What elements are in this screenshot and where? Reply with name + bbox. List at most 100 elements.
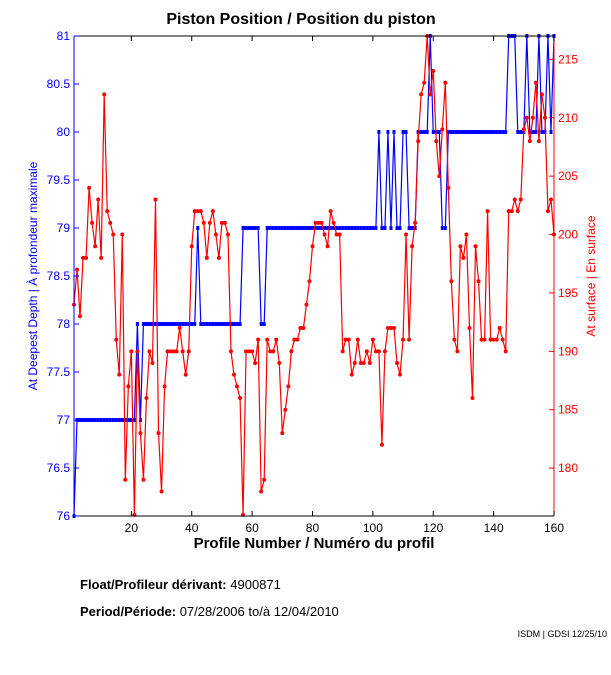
data-point [503,349,508,354]
data-point [545,209,550,214]
data-point [232,372,236,377]
data-point [256,226,260,230]
data-point [374,226,378,230]
period-start: 07/28/2006 [179,604,245,619]
period-label: Period/Période: [80,604,177,619]
data-point [528,130,532,134]
x-tick-label: 120 [423,521,443,535]
data-point [183,372,188,377]
data-point [542,115,547,120]
data-point [346,337,351,342]
data-point [198,209,203,214]
series-deepest-depth [72,34,556,518]
data-point [352,361,357,366]
data-point [84,255,89,260]
data-point [449,130,453,134]
data-point [337,232,342,237]
float-info: Float/Profileur dérivant: 4900871 [80,577,281,592]
data-point [338,226,342,230]
data-point [386,130,390,134]
data-point [401,337,406,342]
data-point [184,322,188,326]
data-point [500,337,505,342]
data-point [201,220,206,225]
data-point [329,226,333,230]
data-point [470,130,474,134]
data-point [180,349,185,354]
data-point [277,226,281,230]
data-point [259,489,264,494]
data-point [265,337,270,342]
data-point [313,220,318,225]
data-point [225,232,230,237]
x-tick-label: 60 [245,521,259,535]
data-point [320,226,324,230]
data-point [319,220,324,225]
data-point [214,322,218,326]
data-point [497,325,502,330]
data-point [376,349,381,354]
data-point [440,226,444,230]
right-y-tick-label: 210 [558,111,578,125]
data-point [407,226,411,230]
data-point [350,226,354,230]
data-point [99,255,104,260]
data-point [205,322,209,326]
left-y-tick-label: 77 [57,413,71,427]
data-point [295,337,300,342]
data-point [488,337,493,342]
data-point [455,349,460,354]
data-point [512,197,517,202]
data-point [204,255,209,260]
data-point [187,322,191,326]
data-point [492,130,496,134]
data-point [479,337,484,342]
data-point [474,130,478,134]
data-point [81,255,86,260]
data-point [477,130,481,134]
data-point [108,418,112,422]
data-point [90,220,95,225]
data-point [280,431,285,436]
data-point [536,139,541,144]
data-point [271,349,276,354]
data-point [132,418,136,422]
series-layer [72,34,556,518]
data-point [370,337,375,342]
data-point [169,322,173,326]
x-axis-label: Profile Number / Numéro du profil [194,535,435,552]
data-point [262,322,266,326]
series-line [73,35,555,517]
data-point [359,226,363,230]
data-point [325,244,330,249]
data-point [147,322,151,326]
data-point [530,115,535,120]
data-point [413,220,418,225]
data-point [283,226,287,230]
data-point [368,226,372,230]
data-point [373,349,378,354]
data-point [93,244,98,249]
data-point [274,337,279,342]
data-point [504,130,508,134]
data-point [489,130,493,134]
data-point [549,130,553,134]
data-point [452,337,457,342]
data-point [347,226,351,230]
data-point [422,130,426,134]
right-y-tick-label: 195 [558,286,578,300]
data-point [105,418,109,422]
data-point [172,322,176,326]
right-y-tick-label: 215 [558,52,578,66]
data-point [428,92,433,97]
data-point [377,130,381,134]
data-point [202,322,206,326]
left-y-tick-label: 81 [57,29,71,43]
data-point [159,489,164,494]
right-y-tick-label: 190 [558,344,578,358]
data-point [114,418,118,422]
data-point [413,226,417,230]
data-point [235,384,240,389]
data-point [392,325,396,330]
data-point [298,325,303,330]
